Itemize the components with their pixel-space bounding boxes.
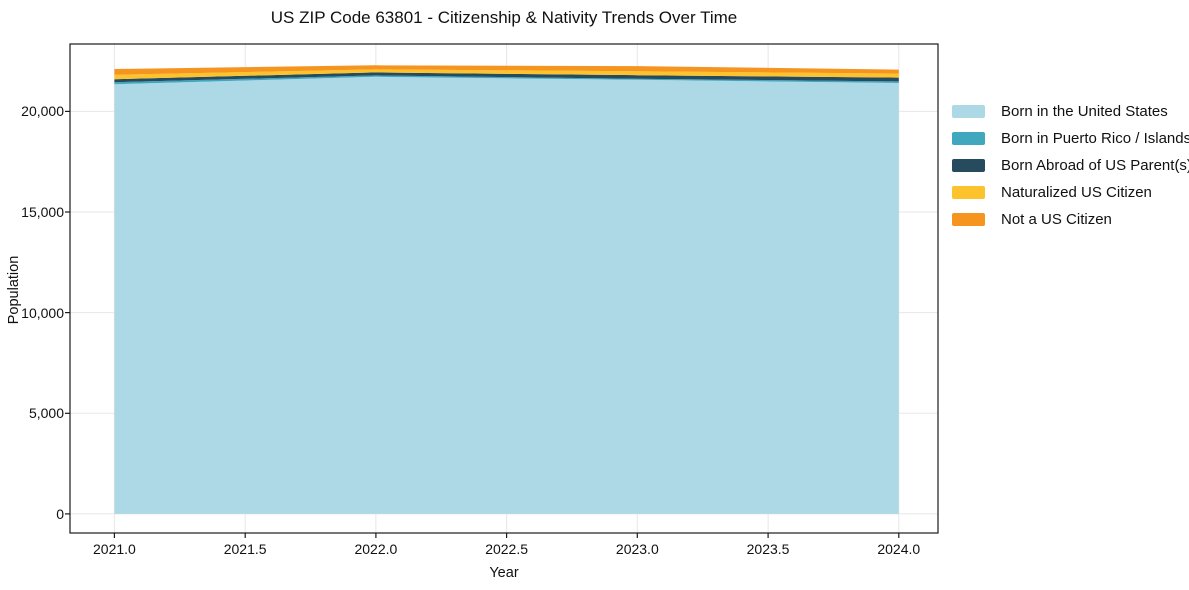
x-tick-label: 2022.0	[354, 541, 398, 557]
legend-item-born-abroad: Born Abroad of US Parent(s)	[952, 152, 1189, 179]
y-tick-label: 0	[56, 505, 64, 522]
legend-item-puerto-rico: Born in Puerto Rico / Islands	[952, 125, 1189, 152]
legend-swatch-puerto-rico	[952, 132, 985, 145]
legend-swatch-born-us	[952, 105, 985, 118]
area-series-3	[114, 69, 899, 80]
legend-swatch-not-citizen	[952, 213, 985, 226]
legend-item-naturalized: Naturalized US Citizen	[952, 179, 1189, 206]
area-series-4	[114, 65, 899, 75]
area-series-0	[114, 76, 899, 514]
legend-label-not-citizen: Not a US Citizen	[1001, 211, 1112, 228]
plot-border	[69, 43, 939, 534]
area-series-2	[114, 72, 899, 83]
chart-title: US ZIP Code 63801 - Citizenship & Nativi…	[270, 8, 738, 27]
legend-swatch-naturalized	[952, 186, 985, 199]
x-tick-label: 2023.5	[746, 541, 790, 557]
legend-swatch-born-abroad	[952, 159, 985, 172]
legend-label-naturalized: Naturalized US Citizen	[1001, 184, 1152, 201]
legend-label-puerto-rico: Born in Puerto Rico / Islands	[1001, 130, 1189, 147]
legend-item-born-us: Born in the United States	[952, 98, 1189, 125]
y-tick-label: 15,000	[21, 204, 64, 221]
x-tick-label: 2021.5	[223, 541, 267, 557]
x-tick-label: 2022.5	[485, 541, 529, 557]
legend: Born in the United States Born in Puerto…	[952, 98, 1189, 233]
x-tick-label: 2024.0	[877, 541, 921, 557]
y-tick-label: 5,000	[28, 405, 64, 422]
y-axis-label: Population	[6, 255, 22, 325]
area-series-1	[114, 75, 899, 85]
legend-item-not-citizen: Not a US Citizen	[952, 206, 1189, 233]
y-tick-label: 20,000	[21, 103, 64, 120]
x-tick-label: 2023.0	[615, 541, 659, 557]
legend-label-born-abroad: Born Abroad of US Parent(s)	[1001, 157, 1189, 174]
y-tick-label: 10,000	[21, 304, 64, 321]
x-tick-label: 2021.0	[93, 541, 136, 557]
x-axis-label: Year	[489, 565, 519, 581]
legend-label-born-us: Born in the United States	[1001, 103, 1168, 120]
